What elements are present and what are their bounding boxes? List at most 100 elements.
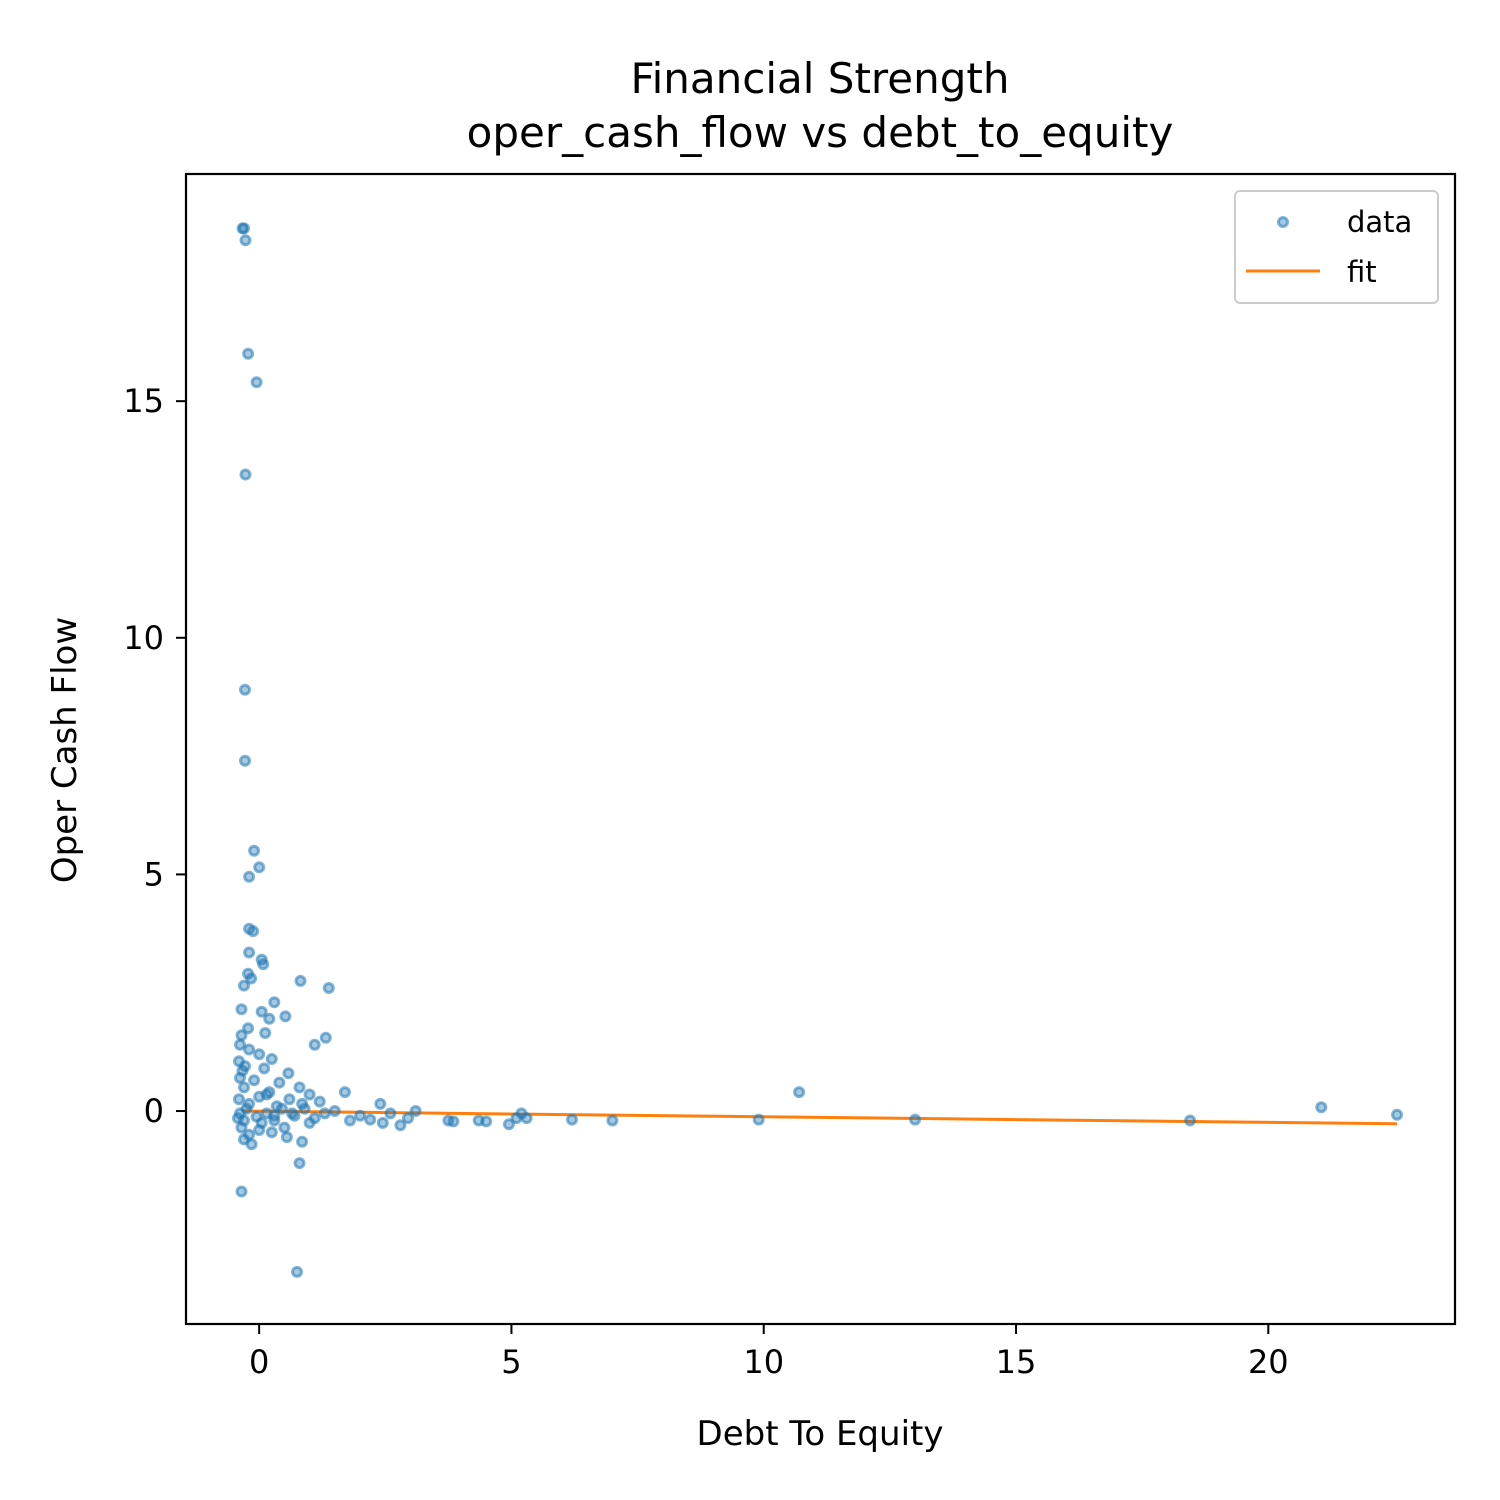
data-point-7	[239, 754, 251, 767]
data-point-99	[248, 1074, 261, 1087]
data-point-108	[236, 1064, 249, 1077]
x-tick-label-15: 15	[996, 1343, 1037, 1381]
data-point-47	[283, 1093, 296, 1106]
data-point-77	[303, 1116, 316, 1129]
data-point-68	[447, 1115, 460, 1128]
data-point-8	[248, 844, 261, 857]
legend-entry-data: data	[1347, 205, 1412, 239]
data-point-12	[247, 925, 260, 938]
data-point-54	[328, 1105, 341, 1117]
data-point-96	[243, 1128, 256, 1141]
data-point-107	[260, 1088, 273, 1101]
data-point-87	[1315, 1101, 1328, 1114]
data-point-98	[232, 1112, 244, 1125]
data-point-38	[282, 1067, 295, 1080]
y-axis-label: Oper Cash Flow	[45, 617, 85, 883]
data-point-32	[243, 1043, 256, 1056]
data-point-34	[265, 1053, 278, 1065]
data-point-20	[322, 982, 335, 994]
data-point-26	[263, 1012, 276, 1025]
data-point-92	[296, 1135, 309, 1148]
data-point-79	[394, 1119, 407, 1132]
data-point-85	[909, 1113, 922, 1126]
data-point-55	[409, 1105, 422, 1117]
data-point-31	[234, 1038, 246, 1051]
data-point-1	[238, 222, 250, 235]
data-point-2	[239, 234, 252, 247]
data-point-52	[374, 1097, 387, 1110]
data-point-64	[344, 1114, 356, 1127]
data-point-37	[258, 1062, 271, 1075]
x-tick-label-5: 5	[501, 1343, 521, 1381]
data-points-layer	[232, 222, 1403, 1278]
legend: data fit	[1234, 190, 1439, 304]
data-point-48	[233, 1093, 245, 1106]
data-point-91	[280, 1131, 293, 1144]
data-point-27	[235, 1029, 248, 1042]
data-point-5	[239, 468, 252, 481]
data-point-66	[402, 1112, 414, 1125]
x-tick-label-20: 20	[1248, 1343, 1289, 1381]
data-point-24	[279, 1010, 292, 1023]
data-point-88	[1391, 1108, 1403, 1121]
data-point-41	[293, 1081, 306, 1094]
data-point-103	[296, 1097, 309, 1110]
data-point-22	[235, 1003, 248, 1016]
data-point-40	[273, 1076, 286, 1089]
data-point-15	[257, 958, 270, 971]
data-point-74	[235, 1121, 248, 1134]
x-axis-label: Debt To Equity	[697, 1414, 944, 1454]
data-point-70	[480, 1115, 493, 1128]
data-point-23	[255, 1005, 268, 1018]
data-point-97	[265, 1126, 278, 1139]
data-point-4	[250, 376, 263, 389]
data-point-19	[238, 979, 250, 992]
data-point-76	[278, 1121, 291, 1134]
data-point-42	[238, 1081, 250, 1094]
data-point-82	[606, 1114, 619, 1127]
legend-data-marker	[1277, 216, 1289, 228]
data-point-6	[239, 683, 251, 696]
fit-line-layer	[242, 1109, 1398, 1126]
data-point-28	[259, 1027, 272, 1039]
y-axis-ticks: 0 5 10 15	[123, 382, 186, 1130]
data-point-93	[293, 1157, 306, 1170]
data-point-30	[308, 1038, 321, 1051]
data-point-83	[752, 1113, 765, 1126]
plot-frame	[184, 172, 1457, 1326]
data-point-65	[364, 1113, 377, 1126]
data-point-25	[242, 1022, 255, 1035]
data-point-45	[303, 1088, 316, 1101]
data-point-90	[245, 1138, 258, 1151]
y-tick-label-15: 15	[123, 382, 164, 420]
data-point-17	[245, 972, 258, 985]
data-point-80	[502, 1118, 515, 1131]
y-tick-label-10: 10	[123, 619, 164, 657]
data-point-109	[268, 1109, 281, 1122]
data-point-21	[268, 996, 281, 1009]
y-tick-label-0: 0	[144, 1092, 164, 1130]
x-tick-label-0: 0	[249, 1343, 269, 1381]
x-tick-label-10: 10	[743, 1343, 784, 1381]
chart-title-line2: oper_cash_flow vs debt_to_equity	[467, 108, 1174, 157]
data-point-49	[313, 1095, 326, 1108]
data-point-81	[566, 1113, 578, 1126]
data-point-101	[275, 1102, 288, 1115]
data-point-105	[240, 1102, 253, 1115]
data-point-73	[520, 1112, 533, 1125]
data-point-18	[294, 974, 307, 987]
data-point-60	[384, 1107, 397, 1120]
data-point-29	[319, 1031, 332, 1044]
fit-line	[242, 1109, 1398, 1126]
data-point-84	[793, 1086, 806, 1099]
data-point-86	[1184, 1114, 1197, 1127]
data-point-104	[318, 1107, 331, 1120]
data-point-3	[242, 347, 255, 360]
y-tick-label-5: 5	[144, 855, 164, 893]
chart-title-line1: Financial Strength	[631, 54, 1010, 103]
data-point-59	[354, 1109, 367, 1122]
data-point-33	[253, 1048, 266, 1061]
data-point-102	[286, 1107, 298, 1120]
x-axis-ticks: 0 5 10 15 20	[249, 1324, 1289, 1381]
